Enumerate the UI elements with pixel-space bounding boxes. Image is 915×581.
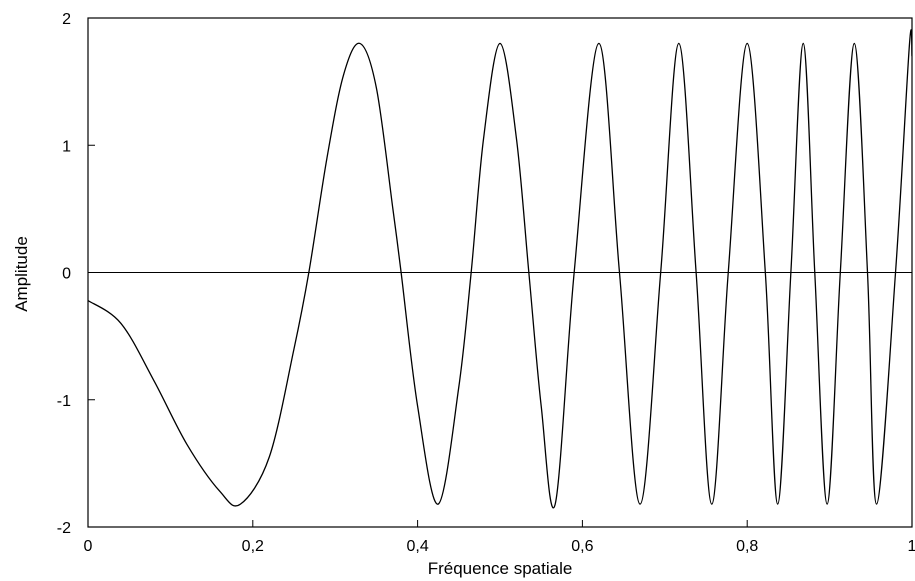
y-tick-label: 2	[62, 11, 71, 28]
x-axis-ticks: 0 0,2 0,4 0,6 0,8 1	[84, 520, 915, 555]
y-axis-title: Amplitude	[12, 236, 31, 312]
y-tick-label: -2	[57, 520, 71, 537]
y-axis-ticks: -2 -1 0 1 2	[57, 11, 95, 537]
y-tick-label: 1	[62, 138, 71, 155]
x-tick-label: 1	[908, 538, 915, 555]
series-line-0	[88, 29, 912, 509]
y-tick-label: -1	[57, 393, 71, 410]
x-tick-label: 0	[84, 538, 93, 555]
x-axis-title: Fréquence spatiale	[428, 559, 573, 578]
x-tick-label: 0,6	[571, 538, 593, 555]
x-tick-label: 0,8	[736, 538, 758, 555]
x-tick-label: 0,4	[406, 538, 428, 555]
y-tick-label: 0	[62, 266, 71, 283]
x-tick-label: 0,2	[242, 538, 264, 555]
